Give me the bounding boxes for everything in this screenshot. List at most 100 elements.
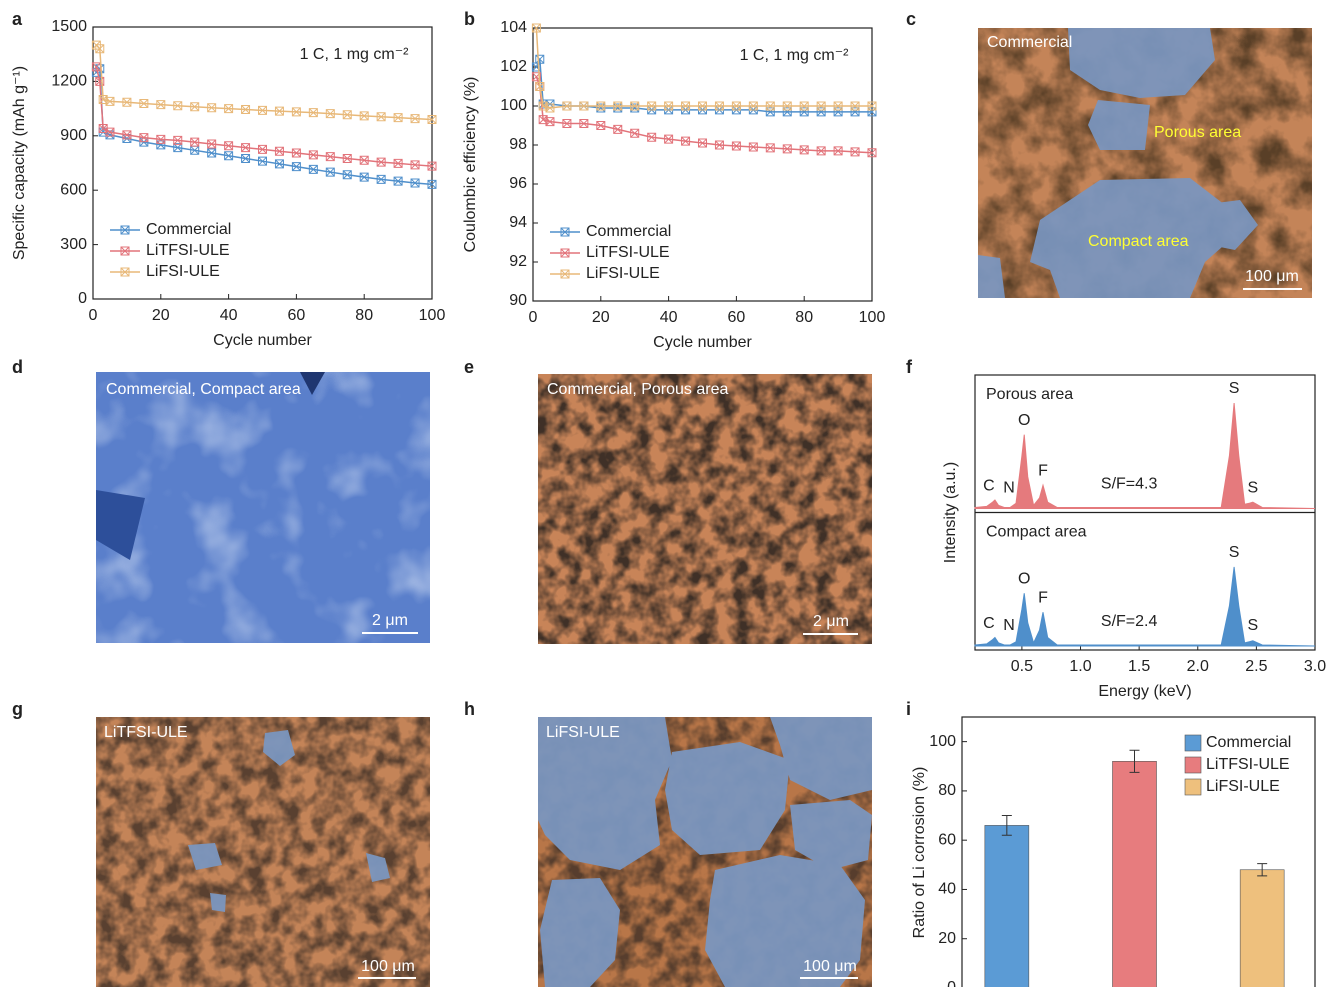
- y-tick-label: 102: [500, 58, 527, 75]
- y-axis-label: Intensity (a.u.): [942, 462, 959, 563]
- image-label: LiFSI-ULE: [546, 724, 620, 741]
- x-tick-label: 60: [728, 309, 746, 326]
- y-tick-label: 80: [938, 782, 956, 799]
- x-tick-label: 80: [355, 307, 373, 324]
- panel-letter: a: [12, 9, 23, 29]
- peak-label: F: [1038, 463, 1048, 480]
- legend-label: LiTFSI-ULE: [1206, 756, 1290, 773]
- sem-image-c: c Commercial Porous area Compact area 10…: [906, 9, 1312, 298]
- panel-letter: e: [464, 357, 474, 377]
- bar: [1113, 761, 1157, 987]
- x-tick-label: 40: [220, 307, 238, 324]
- x-tick-label: 2.5: [1245, 658, 1267, 675]
- scale-label: 2 μm: [813, 613, 849, 630]
- peak-label: O: [1018, 570, 1030, 587]
- image-texture: [96, 717, 430, 987]
- annotation: 1 C, 1 mg cm⁻²: [300, 46, 410, 63]
- y-tick-label: 60: [938, 831, 956, 848]
- peak-label: C: [983, 615, 995, 632]
- x-tick-label: 1.0: [1069, 658, 1091, 675]
- figure: c Commercial Porous area Compact area 10…: [0, 0, 1329, 987]
- legend-label: LiFSI-ULE: [146, 263, 220, 280]
- image-label: Commercial, Compact area: [106, 381, 301, 398]
- x-tick-label: 0: [529, 309, 538, 326]
- y-tick-label: 20: [938, 930, 956, 947]
- panel-letter: c: [906, 9, 916, 29]
- peak-label: N: [1003, 617, 1015, 634]
- image-label: LiTFSI-ULE: [104, 724, 188, 741]
- legend-label: LiTFSI-ULE: [146, 242, 230, 259]
- y-tick-label: 98: [509, 136, 527, 153]
- scale-label: 100 μm: [361, 958, 415, 975]
- bar: [1240, 870, 1284, 987]
- legend-swatch: [1185, 757, 1201, 773]
- panel-letter: i: [906, 699, 911, 719]
- plot-frame: [533, 28, 872, 301]
- image-label: Commercial: [987, 34, 1072, 51]
- legend-swatch: [1185, 779, 1201, 795]
- spectrum-label: Compact area: [986, 524, 1087, 541]
- peak-label: N: [1003, 480, 1015, 497]
- x-tick-label: 100: [859, 309, 886, 326]
- x-tick-label: 2.0: [1187, 658, 1209, 675]
- x-tick-label: 40: [660, 309, 678, 326]
- legend-label: LiFSI-ULE: [586, 265, 660, 282]
- ratio-label: S/F=4.3: [1101, 476, 1158, 493]
- peak-label: S: [1229, 544, 1240, 561]
- peak-label: O: [1018, 412, 1030, 429]
- bar: [985, 825, 1029, 987]
- peak-label: C: [983, 477, 995, 494]
- panel-letter: h: [464, 699, 475, 719]
- series-line: [96, 69, 432, 185]
- peak-label: S: [1248, 617, 1259, 634]
- legend-label: Commercial: [146, 221, 231, 238]
- peak-label: F: [1038, 589, 1048, 606]
- y-axis-label: Specific capacity (mAh g⁻¹): [11, 66, 28, 260]
- x-tick-label: 20: [152, 307, 170, 324]
- y-tick-label: 300: [60, 236, 87, 253]
- y-tick-label: 0: [78, 290, 87, 307]
- plot-frame: [93, 27, 432, 299]
- y-tick-label: 600: [60, 181, 87, 198]
- y-tick-label: 0: [947, 979, 956, 987]
- y-tick-label: 40: [938, 881, 956, 898]
- peak-label: S: [1229, 380, 1240, 397]
- x-axis-label: Energy (keV): [1098, 683, 1191, 700]
- y-tick-label: 92: [509, 253, 527, 270]
- y-axis-label: Coulombic efficiency (%): [462, 77, 479, 253]
- scale-label: 100 μm: [803, 958, 857, 975]
- image-label: Commercial, Porous area: [547, 381, 729, 398]
- x-tick-label: 1.5: [1128, 658, 1150, 675]
- annotation: 1 C, 1 mg cm⁻²: [740, 47, 850, 64]
- y-tick-label: 1200: [51, 73, 87, 90]
- x-tick-label: 100: [419, 307, 446, 324]
- sem-image-g: g LiTFSI-ULE 100 μm: [12, 699, 430, 987]
- x-tick-label: 0: [89, 307, 98, 324]
- legend-label: Commercial: [1206, 734, 1291, 751]
- scale-label: 2 μm: [372, 612, 408, 629]
- image-texture: [538, 374, 872, 644]
- x-tick-label: 80: [795, 309, 813, 326]
- y-tick-label: 104: [500, 19, 527, 36]
- scale-label: 100 μm: [1245, 268, 1299, 285]
- y-tick-label: 94: [509, 214, 527, 231]
- sem-image-h: h LiFSI-ULE 100 μm: [464, 699, 872, 987]
- x-tick-label: 3.0: [1304, 658, 1326, 675]
- sem-image-e: e Commercial, Porous area 2 μm: [464, 357, 872, 644]
- legend-label: Commercial: [586, 223, 671, 240]
- image-texture: [96, 372, 430, 643]
- x-axis-label: Cycle number: [213, 332, 312, 349]
- panel-letter: f: [906, 357, 913, 377]
- y-tick-label: 96: [509, 175, 527, 192]
- panel-letter: b: [464, 9, 475, 29]
- image-label: Porous area: [1154, 124, 1241, 141]
- y-tick-label: 100: [929, 733, 956, 750]
- peak-label: S: [1248, 479, 1259, 496]
- spectrum-label: Porous area: [986, 386, 1073, 403]
- panel-letter: d: [12, 357, 23, 377]
- sem-image-d: d Commercial, Compact area 2 μm: [12, 357, 430, 643]
- x-tick-label: 0.5: [1011, 658, 1033, 675]
- y-tick-label: 90: [509, 292, 527, 309]
- image-label: Compact area: [1088, 233, 1189, 250]
- x-tick-label: 60: [288, 307, 306, 324]
